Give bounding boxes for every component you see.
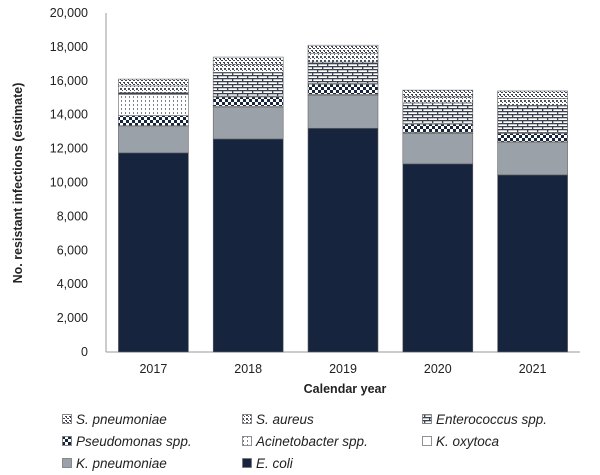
- legend-label: Acinetobacter spp.: [256, 433, 368, 449]
- legend-label: K. pneumoniae: [76, 455, 167, 471]
- bar-segment-2019-e--coli: [307, 127, 379, 353]
- y-tick-label: 16,000: [50, 74, 88, 88]
- bar-segment-2020-e--coli: [402, 163, 474, 353]
- x-axis-title: Calendar year: [304, 382, 387, 396]
- legend-swatch-icon: [422, 414, 432, 424]
- legend: S. pneumoniae S. aureus Enterococcus spp. P…: [62, 410, 600, 472]
- bar-segment-2017-k--pneumoniae: [118, 126, 189, 154]
- y-tick-label: 2,000: [57, 311, 88, 325]
- y-tick-label: 6,000: [57, 243, 88, 257]
- legend-item: Enterococcus spp.: [422, 410, 600, 428]
- bar-segment-2018-k--pneumoniae: [212, 106, 284, 140]
- legend-item: S. aureus: [242, 410, 422, 428]
- y-tick-label: 14,000: [50, 108, 88, 122]
- legend-item: Acinetobacter spp.: [242, 432, 422, 450]
- bar-segment-2017-pseudomonas-spp-: [118, 115, 189, 127]
- bar-segment-2021-e--coli: [497, 174, 568, 353]
- legend-swatch-icon: [242, 414, 252, 424]
- legend-item: Pseudomonas spp.: [62, 432, 242, 450]
- legend-item: S. pneumoniae: [62, 410, 242, 428]
- bar-segment-2019-k--pneumoniae: [307, 94, 379, 129]
- legend-swatch-icon: [242, 436, 252, 446]
- bar-segment-2017-s--aureus: [118, 85, 189, 93]
- legend-label: Enterococcus spp.: [436, 411, 548, 427]
- bar-segment-2018-enterococcus-spp-: [212, 72, 284, 97]
- bar-segment-2021-pseudomonas-spp-: [497, 133, 568, 143]
- x-tick-label: 2020: [424, 362, 452, 376]
- y-tick-label: 12,000: [50, 142, 88, 156]
- y-tick-label: 8,000: [57, 209, 88, 223]
- bar-segment-2019-s--pneumoniae: [307, 44, 379, 54]
- bar-segment-2019-pseudomonas-spp-: [307, 83, 379, 95]
- bar-segment-2017-acinetobacter-spp-: [118, 94, 189, 116]
- x-tick-label: 2017: [139, 362, 167, 376]
- bar-segment-2020-s--aureus: [402, 96, 474, 104]
- legend-label: S. pneumoniae: [76, 411, 167, 427]
- y-tick-label: 0: [81, 345, 88, 359]
- bar-segment-2017-s--pneumoniae: [118, 78, 189, 87]
- bar-segment-2017-e--coli: [118, 152, 189, 353]
- legend-swatch-icon: [62, 414, 72, 424]
- bar-segment-2018-s--aureus: [212, 64, 284, 73]
- bar-segment-2021-s--pneumoniae: [497, 90, 568, 99]
- legend-label: Pseudomonas spp.: [76, 433, 192, 449]
- stacked-bar-chart: 0 2,000 4,000 6,000 8,000 10,000 12,000 14,000 1…: [11, 6, 580, 396]
- legend-label: S. aureus: [256, 411, 314, 427]
- legend-swatch-icon: [242, 458, 252, 468]
- legend-item: E. coli: [242, 454, 422, 472]
- x-tick-label: 2018: [234, 362, 262, 376]
- bar-segment-2018-e--coli: [212, 138, 284, 353]
- bar-segment-2020-k--pneumoniae: [402, 133, 474, 165]
- bar-segment-2020-s--pneumoniae: [402, 89, 474, 98]
- bar-segment-2018-s--pneumoniae: [212, 56, 284, 65]
- legend-swatch-icon: [422, 436, 432, 446]
- bar-segment-2021-k--pneumoniae: [497, 142, 568, 176]
- y-tick-label: 18,000: [50, 40, 88, 54]
- x-tick-label: 2019: [329, 362, 357, 376]
- legend-item: K. oxytoca: [422, 432, 600, 450]
- bar-segment-2021-s--aureus: [497, 98, 568, 106]
- bar-segment-2020-pseudomonas-spp-: [402, 123, 474, 133]
- legend-swatch-icon: [62, 436, 72, 446]
- bar-segment-2021-enterococcus-spp-: [497, 105, 568, 133]
- bar-segment-2018-pseudomonas-spp-: [212, 96, 284, 107]
- y-tick-label: 4,000: [57, 277, 88, 291]
- legend-label: K. oxytoca: [436, 433, 500, 449]
- y-axis-title: No. resistant infections (estimate): [11, 83, 25, 284]
- legend-swatch-icon: [62, 458, 72, 468]
- legend-item: K. pneumoniae: [62, 454, 242, 472]
- bar-segment-2020-enterococcus-spp-: [402, 102, 474, 124]
- y-tick-label: 10,000: [50, 176, 88, 190]
- y-tick-label: 20,000: [50, 6, 88, 20]
- bar-segment-2019-enterococcus-spp-: [307, 61, 379, 84]
- legend-label: E. coli: [256, 455, 293, 471]
- bar-segment-2019-s--aureus: [307, 53, 379, 63]
- x-tick-label: 2021: [519, 362, 547, 376]
